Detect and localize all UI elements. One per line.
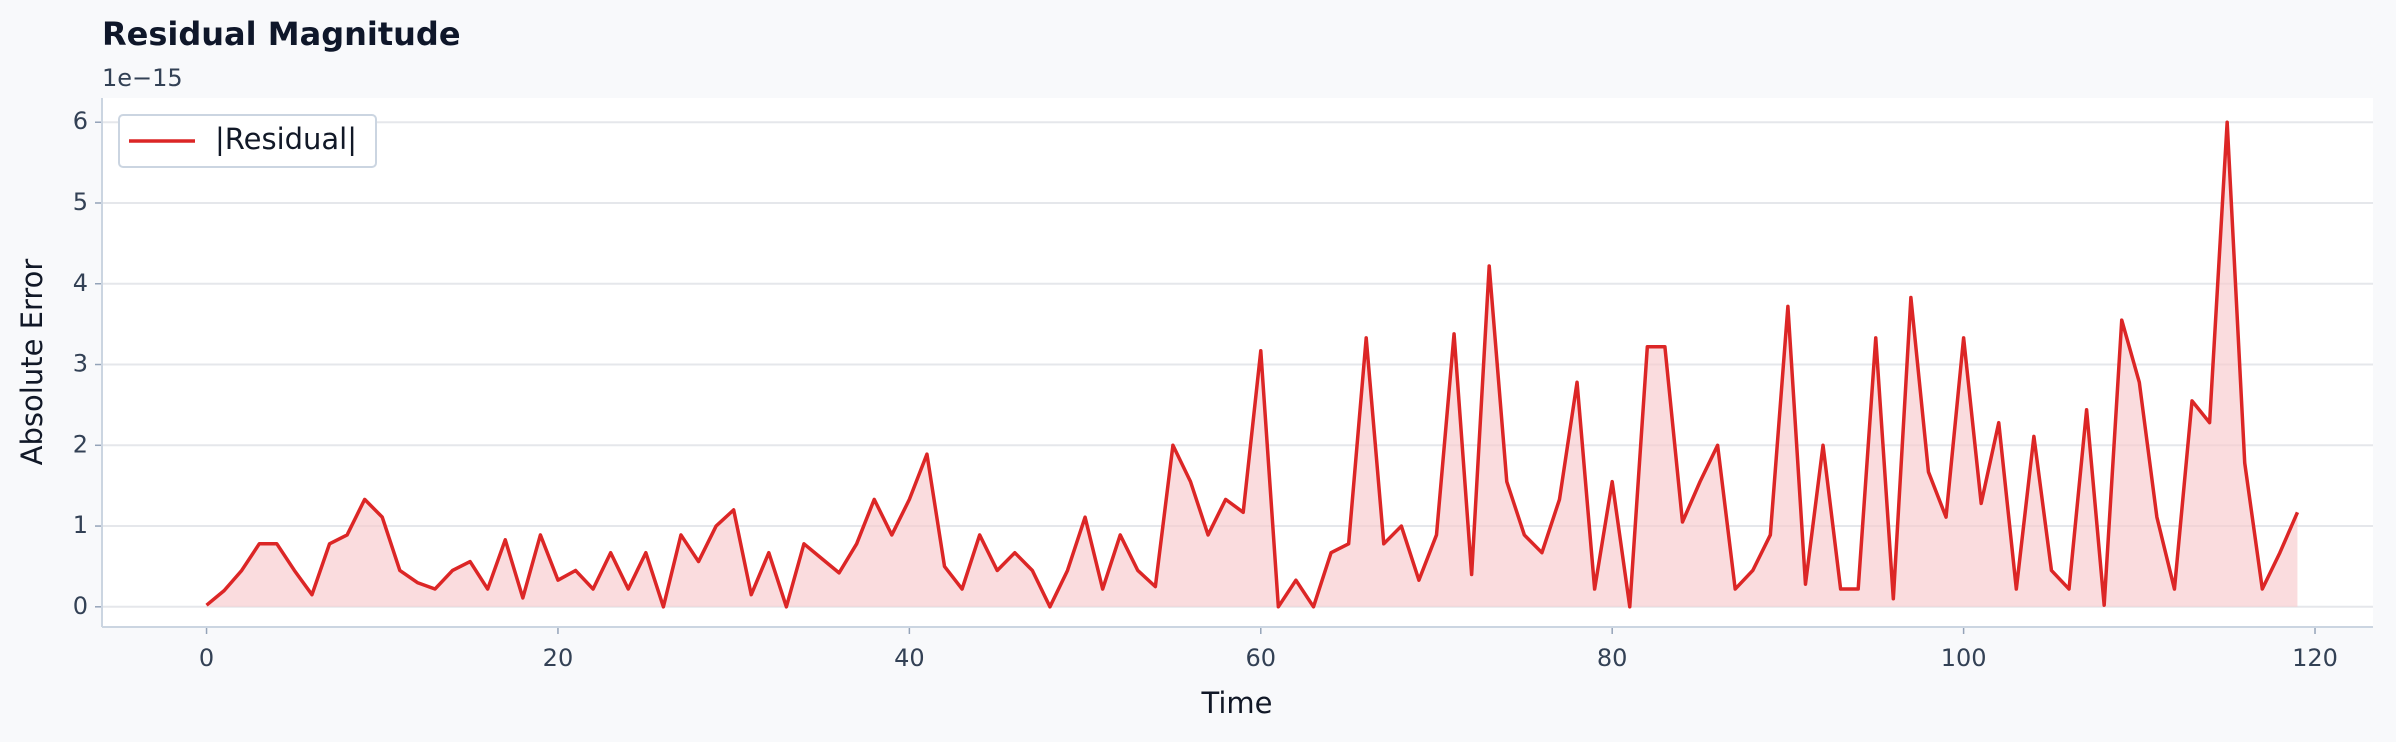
y-tick-label: 1 [73,511,88,539]
y-tick-label: 6 [73,107,88,135]
y-tick-label: 3 [73,350,88,378]
x-tick-label: 120 [2292,644,2338,672]
y-tick-label: 0 [73,592,88,620]
legend-box [118,114,377,168]
x-tick-label: 0 [199,644,214,672]
x-tick-label: 80 [1597,644,1628,672]
axis-offset: 1e−15 [102,64,183,92]
legend-label: |Residual| [215,122,357,156]
x-axis-label: Time [1201,686,1273,720]
line [205,120,2300,609]
y-tick-label: 2 [73,430,88,458]
y-tick-label: 5 [73,188,88,216]
x-tick-label: 20 [543,644,574,672]
y-tick-label: 4 [73,269,88,297]
chart-title: Residual Magnitude [102,15,461,53]
y-axis-label: Absolute Error [15,259,49,466]
x-tick-label: 100 [1941,644,1987,672]
x-tick-label: 40 [894,644,925,672]
legend: |Residual| [118,114,377,168]
x-tick-label: 60 [1246,644,1277,672]
